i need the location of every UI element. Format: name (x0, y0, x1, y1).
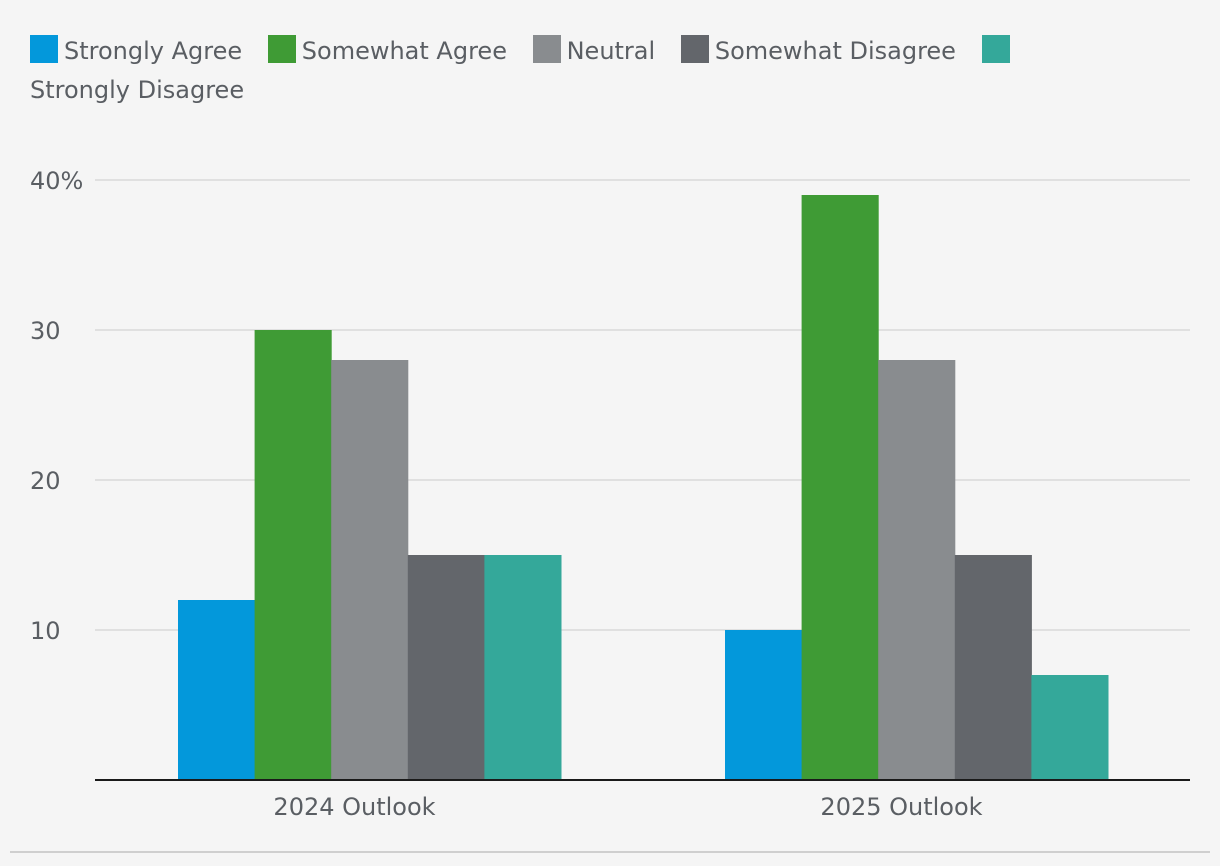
legend-label: Somewhat Agree (301, 37, 507, 65)
y-tick-label: 10 (30, 617, 61, 645)
legend-item: Strongly Agree (30, 35, 243, 65)
chart-legend: Strongly Agree Somewhat Agree Neutral So… (30, 32, 1090, 110)
bar (801, 195, 879, 780)
legend-label: Somewhat Disagree (714, 37, 956, 65)
y-tick-label: 20 (30, 467, 61, 495)
bar (331, 360, 409, 780)
bar (878, 360, 956, 780)
bar (1031, 675, 1109, 780)
legend-label: Neutral (566, 37, 656, 65)
y-tick-label: 30 (30, 317, 61, 345)
legend-swatch (267, 35, 296, 63)
legend-item: Somewhat Agree (267, 35, 507, 65)
legend-label: Strongly Disagree (30, 76, 245, 104)
legend-swatch (680, 35, 709, 63)
y-tick-label: 40% (30, 167, 83, 195)
bar (484, 555, 562, 780)
bar (954, 555, 1032, 780)
legend-swatch (532, 35, 561, 63)
x-tick-label: 2025 Outlook (820, 793, 982, 821)
bottom-divider (10, 851, 1210, 853)
legend-item: Neutral (532, 35, 656, 65)
bar (725, 630, 803, 780)
legend-label: Strongly Agree (64, 37, 243, 65)
bar (254, 330, 332, 780)
legend-item: Strongly Disagree (30, 35, 1016, 104)
x-tick-label: 2024 Outlook (273, 793, 435, 821)
legend-swatch (30, 35, 58, 63)
legend-swatch (981, 35, 1010, 63)
legend-item: Somewhat Disagree (680, 35, 956, 65)
bar (178, 600, 256, 780)
bar (407, 555, 485, 780)
